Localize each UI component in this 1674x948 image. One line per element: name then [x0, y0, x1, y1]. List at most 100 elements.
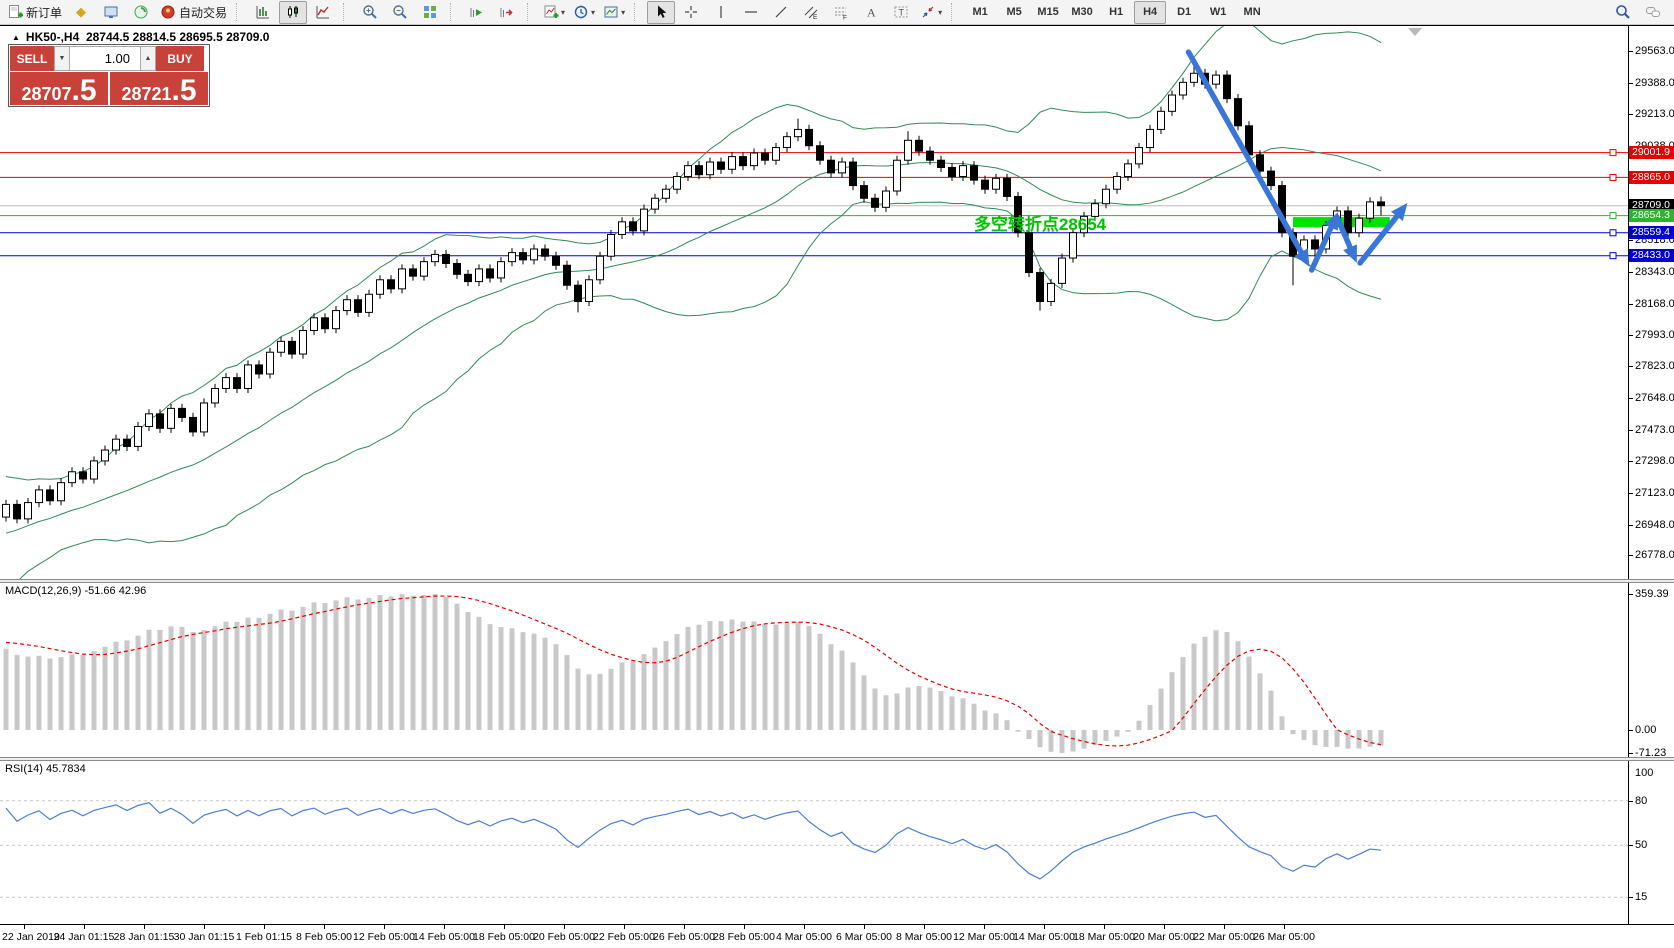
text-button[interactable]: A: [857, 1, 885, 24]
price-tick: [1629, 114, 1633, 116]
trendline-button[interactable]: [767, 1, 795, 24]
buy-price-box[interactable]: 28721.5: [110, 72, 208, 106]
timeframe-d1-button[interactable]: D1: [1177, 6, 1192, 18]
macd-histogram-bar: [146, 629, 152, 730]
templates-button[interactable]: ▾: [600, 1, 628, 24]
macd-histogram-bar: [1180, 656, 1186, 730]
cursor-button[interactable]: [647, 0, 676, 24]
macd-histogram-bar: [1059, 730, 1065, 753]
macd-histogram-bar: [1301, 730, 1307, 741]
timeframe-mn-button[interactable]: MN: [1243, 6, 1261, 18]
candle-body: [46, 489, 54, 502]
one-click-collapse-toggle[interactable]: ▲: [12, 33, 20, 42]
volume-increase-button[interactable]: ▲: [140, 46, 156, 71]
dropdown-arrow-icon[interactable]: ▾: [591, 7, 596, 17]
macd-histogram-bar: [960, 698, 966, 730]
periods-button[interactable]: ▾: [570, 1, 598, 24]
macd-histogram-bar: [1279, 716, 1285, 730]
vertical-line-button[interactable]: [707, 1, 735, 24]
bar-chart-button[interactable]: [249, 1, 277, 24]
price-tick-label: 28343.0: [1635, 265, 1674, 278]
timeframe-m15-button[interactable]: M15: [1037, 6, 1059, 18]
macd-histogram-bar: [520, 632, 526, 730]
timeframe-w1-button[interactable]: W1: [1209, 6, 1227, 18]
macd-histogram-bar: [113, 641, 119, 730]
timeframe-m1-button[interactable]: M1: [972, 6, 988, 18]
dropdown-arrow-icon[interactable]: ▾: [561, 7, 566, 17]
community-chat-button[interactable]: [1639, 1, 1667, 24]
price-axis[interactable]: 29563.029388.029213.029038.028518.028343…: [1628, 26, 1674, 924]
time-axis-label: 24 Jan 01:15: [53, 931, 115, 943]
chart-shift-button[interactable]: [493, 1, 521, 24]
time-axis-label: 18 Mar 05:00: [1073, 931, 1135, 943]
time-tick: [864, 925, 865, 929]
candle-body: [783, 136, 791, 149]
fibonacci-button[interactable]: F: [827, 1, 855, 24]
autotrading-label: 自动交易: [179, 5, 228, 20]
text-label-button[interactable]: T: [887, 1, 915, 24]
time-axis-label: 8 Feb 05:00: [295, 931, 353, 943]
vps-button[interactable]: [127, 1, 155, 24]
svg-text:T: T: [899, 8, 905, 18]
macd-histogram-bar: [1070, 730, 1076, 752]
terminal-icon: [103, 4, 119, 20]
time-axis-label: 1 Feb 01:15: [235, 931, 293, 943]
timeframe-h4-button[interactable]: H4: [1134, 0, 1167, 24]
price-line-tag: 28865.0: [1629, 170, 1674, 184]
chart-shift-marker-icon[interactable]: [1408, 28, 1422, 36]
macd-histogram-bar: [432, 594, 438, 730]
macd-histogram-bar: [3, 648, 9, 730]
sell-price-box[interactable]: 28707.5: [10, 72, 108, 106]
terminal-button[interactable]: [97, 1, 125, 24]
new-order-label: 新订单: [26, 5, 63, 20]
chart-shift-icon: [499, 4, 515, 20]
macd-histogram-bar: [597, 673, 603, 730]
sell-button[interactable]: SELL: [10, 46, 54, 71]
macd-histogram-bar: [916, 685, 922, 730]
macd-histogram-bar: [454, 603, 460, 730]
autotrading-button[interactable]: 自动交易: [157, 1, 230, 24]
tile-windows-button[interactable]: [416, 1, 444, 24]
new-order-button[interactable]: 新订单: [4, 1, 65, 24]
candle-body: [530, 248, 538, 261]
toolbar-group-2: [352, 0, 448, 24]
time-axis[interactable]: 22 Jan 2019 24 Jan 01:15 28 Jan 01:15 30 Ja…: [0, 924, 1674, 948]
metaeditor-button[interactable]: ◆: [67, 1, 95, 24]
zoom-out-button[interactable]: [386, 1, 414, 24]
rsi-pane-splitter[interactable]: [0, 757, 1674, 761]
price-tick: [1629, 429, 1633, 431]
dropdown-arrow-icon[interactable]: ▾: [621, 7, 626, 17]
time-axis-label: 28 Feb 05:00: [713, 931, 775, 943]
crosshair-button[interactable]: [677, 1, 705, 24]
trend-arrow-head: [1294, 248, 1310, 267]
arrow-objects-button[interactable]: ▾: [917, 1, 945, 24]
price-tick-label: 27473.0: [1635, 423, 1674, 436]
candle-body: [1069, 232, 1077, 259]
rsi-axis-label: 80: [1635, 794, 1648, 807]
timeframe-m30-button[interactable]: M30: [1071, 6, 1093, 18]
timeframe-m5-button[interactable]: M5: [1006, 6, 1022, 18]
dropdown-arrow-icon[interactable]: ▾: [938, 7, 943, 17]
macd-pane-splitter[interactable]: [0, 579, 1674, 583]
horizontal-line-button[interactable]: [737, 1, 765, 24]
auto-scroll-button[interactable]: [463, 1, 491, 24]
volume-input[interactable]: [70, 46, 140, 71]
price-tick-label: 29388.0: [1635, 76, 1674, 89]
buy-button[interactable]: BUY: [156, 46, 204, 71]
toolbar-group-1: [245, 0, 341, 24]
zoom-in-button[interactable]: [356, 1, 384, 24]
metaeditor-icon: ◆: [76, 4, 87, 19]
indicators-button[interactable]: ▾: [540, 1, 568, 24]
macd-histogram-bar: [234, 621, 240, 730]
search-button[interactable]: [1609, 1, 1637, 24]
timeframe-h1-button[interactable]: H1: [1109, 6, 1124, 18]
upper-band: [5, 26, 1382, 481]
volume-decrease-button[interactable]: ▼: [54, 46, 70, 71]
price-tick-label: 28168.0: [1635, 297, 1674, 310]
candlestick-button[interactable]: [279, 0, 308, 24]
candlestick-icon: [285, 4, 301, 20]
line-chart-button[interactable]: [309, 1, 337, 24]
candle-body: [629, 221, 637, 232]
equidistant-channel-button[interactable]: E: [797, 1, 825, 24]
